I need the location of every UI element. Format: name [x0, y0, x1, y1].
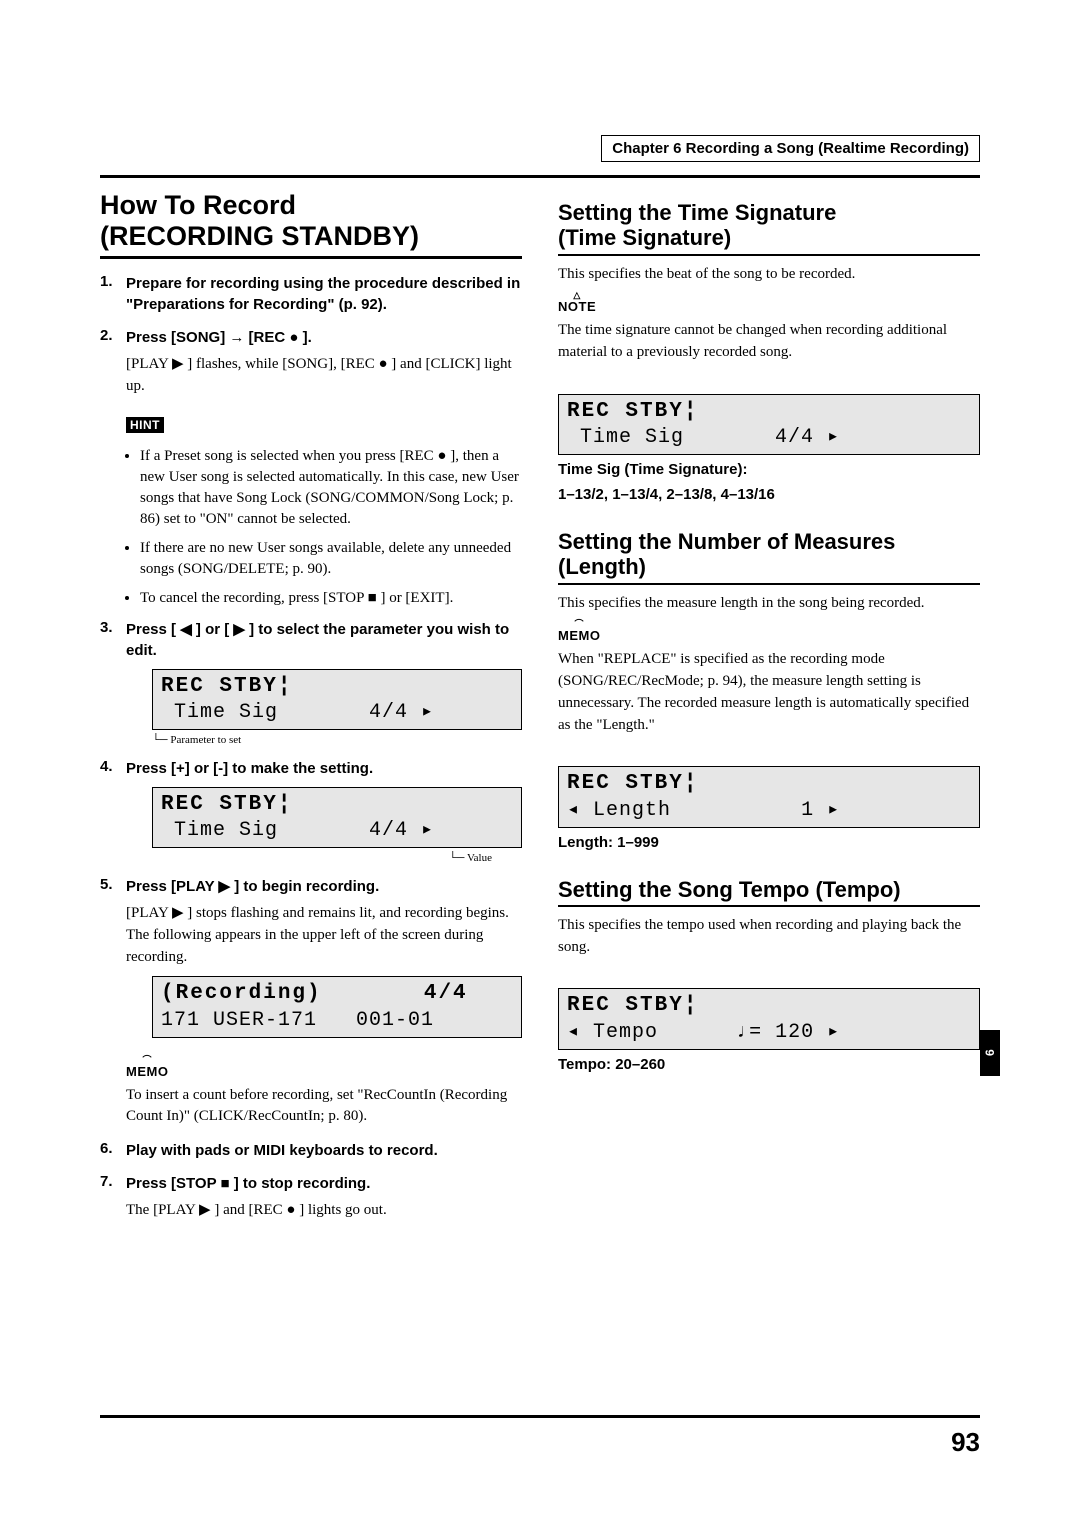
step-5-text: Press [PLAY ▶ ] to begin recording. [126, 878, 379, 895]
lcd-a-row1: REC STBY¦ [567, 400, 698, 423]
step-5-body2: The following appears in the upper left … [126, 925, 522, 969]
memo-badge-right: ⌒ MEMO [558, 620, 600, 643]
chapter-header: Chapter 6 Recording a Song (Realtime Rec… [601, 135, 980, 162]
step-number: 3. [100, 619, 113, 636]
page-number: 93 [951, 1427, 980, 1458]
h2c: Setting the Song Tempo (Tempo) [558, 877, 901, 902]
lcd3-row1: (Recording) 4/4 [161, 982, 468, 1005]
step-number: 6. [100, 1140, 113, 1157]
memo-arc-icon: ⌒ [558, 620, 600, 628]
lcd-screen-1: REC STBY¦ Time Sig 4/4 ▸ [152, 669, 522, 730]
lcd-screen-timesig: REC STBY¦ Time Sig 4/4 ▸ [558, 394, 980, 455]
length-heading: Setting the Number of Measures (Length) [558, 529, 980, 585]
heading-line2: (RECORDING STANDBY) [100, 221, 419, 251]
memo-body-right: When "REPLACE" is specified as the recor… [558, 649, 980, 736]
lcd1-row2: Time Sig 4/4 ▸ [161, 701, 434, 724]
step-number: 7. [100, 1173, 113, 1190]
step-7-text: Press [STOP ■ ] to stop recording. [126, 1175, 370, 1192]
lcd2-row2: Time Sig 4/4 ▸ [161, 819, 434, 842]
lcd2-row1: REC STBY¦ [161, 793, 292, 816]
step-5: 5. Press [PLAY ▶ ] to begin recording. [… [100, 876, 522, 1038]
note-badge: △ NOTE [558, 291, 596, 314]
step-4: 4. Press [+] or [-] to make the setting.… [100, 758, 522, 864]
param-length: Length: 1–999 [558, 832, 980, 853]
note-body: The time signature cannot be changed whe… [558, 320, 980, 364]
two-column-layout: How To Record (RECORDING STANDBY) 1. Pre… [100, 190, 980, 1234]
memo-body: To insert a count before recording, set … [126, 1085, 522, 1129]
recording-steps-end: 6. Play with pads or MIDI keyboards to r… [100, 1140, 522, 1222]
step-1-text: Prepare for recording using the procedur… [126, 275, 520, 313]
param-timesig-2: 1–13/2, 1–13/4, 2–13/8, 4–13/16 [558, 484, 980, 505]
recording-steps-cont: 3. Press [ ◀ ] or [ ▶ ] to select the pa… [100, 619, 522, 1038]
length-body: This specifies the measure length in the… [558, 593, 980, 615]
lcd-screen-length: REC STBY¦ ◂ Length 1 ▸ [558, 766, 980, 827]
time-sig-body: This specifies the beat of the song to b… [558, 264, 980, 286]
lcd1-caption: └─ Parameter to set [152, 734, 522, 746]
lcd-b-row2: ◂ Length 1 ▸ [567, 799, 840, 822]
param-tempo: Tempo: 20–260 [558, 1054, 980, 1075]
memo-label-right: MEMO [558, 628, 600, 643]
note-label: NOTE [558, 299, 596, 314]
lcd-screen-2: REC STBY¦ Time Sig 4/4 ▸ [152, 787, 522, 848]
time-signature-heading: Setting the Time Signature (Time Signatu… [558, 200, 980, 256]
left-column: How To Record (RECORDING STANDBY) 1. Pre… [100, 190, 522, 1234]
memo-badge: ⌒ MEMO [126, 1056, 168, 1079]
chapter-side-tab: 6 [980, 1030, 1000, 1076]
bullet-3: To cancel the recording, press [STOP ■ ]… [140, 588, 522, 609]
lcd3-row2: 171 USER-171 001-01 [161, 1009, 434, 1032]
lcd2-caption: └─ Value [152, 852, 492, 864]
step-3: 3. Press [ ◀ ] or [ ▶ ] to select the pa… [100, 619, 522, 746]
h2a-line2: (Time Signature) [558, 225, 731, 250]
step-6-text: Play with pads or MIDI keyboards to reco… [126, 1142, 438, 1159]
step-number: 4. [100, 758, 113, 775]
memo-label: MEMO [126, 1064, 168, 1079]
h2a-line1: Setting the Time Signature [558, 200, 836, 225]
step-2-text: Press [SONG] → [REC ● ]. [126, 329, 312, 346]
step-number: 1. [100, 273, 113, 290]
lcd-c-row2: ◂ Tempo ♩= 120 ▸ [567, 1021, 840, 1044]
step-number: 2. [100, 327, 113, 344]
lcd-screen-3: (Recording) 4/4 171 USER-171 001-01 [152, 976, 522, 1037]
h2b-line2: (Length) [558, 554, 646, 579]
recording-steps: 1. Prepare for recording using the proce… [100, 273, 522, 398]
how-to-record-heading: How To Record (RECORDING STANDBY) [100, 190, 522, 259]
lcd-screen-tempo: REC STBY¦ ◂ Tempo ♩= 120 ▸ [558, 988, 980, 1049]
tempo-body: This specifies the tempo used when recor… [558, 915, 980, 959]
hint-bullets: If a Preset song is selected when you pr… [100, 446, 522, 609]
lcd-c-row1: REC STBY¦ [567, 994, 698, 1017]
step-3-text: Press [ ◀ ] or [ ▶ ] to select the param… [126, 621, 509, 659]
step-2: 2. Press [SONG] → [REC ● ]. [PLAY ▶ ] fl… [100, 327, 522, 398]
bottom-rule [100, 1415, 980, 1418]
memo-arc-icon: ⌒ [126, 1056, 168, 1064]
bullet-2: If there are no new User songs available… [140, 538, 522, 580]
step-7-body: The [PLAY ▶ ] and [REC ● ] lights go out… [126, 1200, 522, 1222]
step-7: 7. Press [STOP ■ ] to stop recording. Th… [100, 1173, 522, 1222]
h2b-line1: Setting the Number of Measures [558, 529, 895, 554]
step-6: 6. Play with pads or MIDI keyboards to r… [100, 1140, 522, 1161]
note-triangle-icon: △ [558, 291, 596, 299]
lcd-a-row2: Time Sig 4/4 ▸ [567, 426, 840, 449]
tempo-heading: Setting the Song Tempo (Tempo) [558, 877, 980, 907]
step-1: 1. Prepare for recording using the proce… [100, 273, 522, 315]
bullet-1: If a Preset song is selected when you pr… [140, 446, 522, 530]
step-5-body1: [PLAY ▶ ] stops flashing and remains lit… [126, 903, 522, 925]
step-number: 5. [100, 876, 113, 893]
hint-label: HINT [126, 417, 164, 433]
right-column: Setting the Time Signature (Time Signatu… [558, 190, 980, 1234]
top-rule [100, 175, 980, 178]
lcd-b-row1: REC STBY¦ [567, 772, 698, 795]
step-2-body: [PLAY ▶ ] flashes, while [SONG], [REC ● … [126, 354, 522, 398]
param-timesig-1: Time Sig (Time Signature): [558, 459, 980, 480]
heading-line1: How To Record [100, 190, 296, 220]
lcd1-row1: REC STBY¦ [161, 675, 292, 698]
step-4-text: Press [+] or [-] to make the setting. [126, 760, 373, 777]
hint-badge: HINT [126, 416, 164, 434]
